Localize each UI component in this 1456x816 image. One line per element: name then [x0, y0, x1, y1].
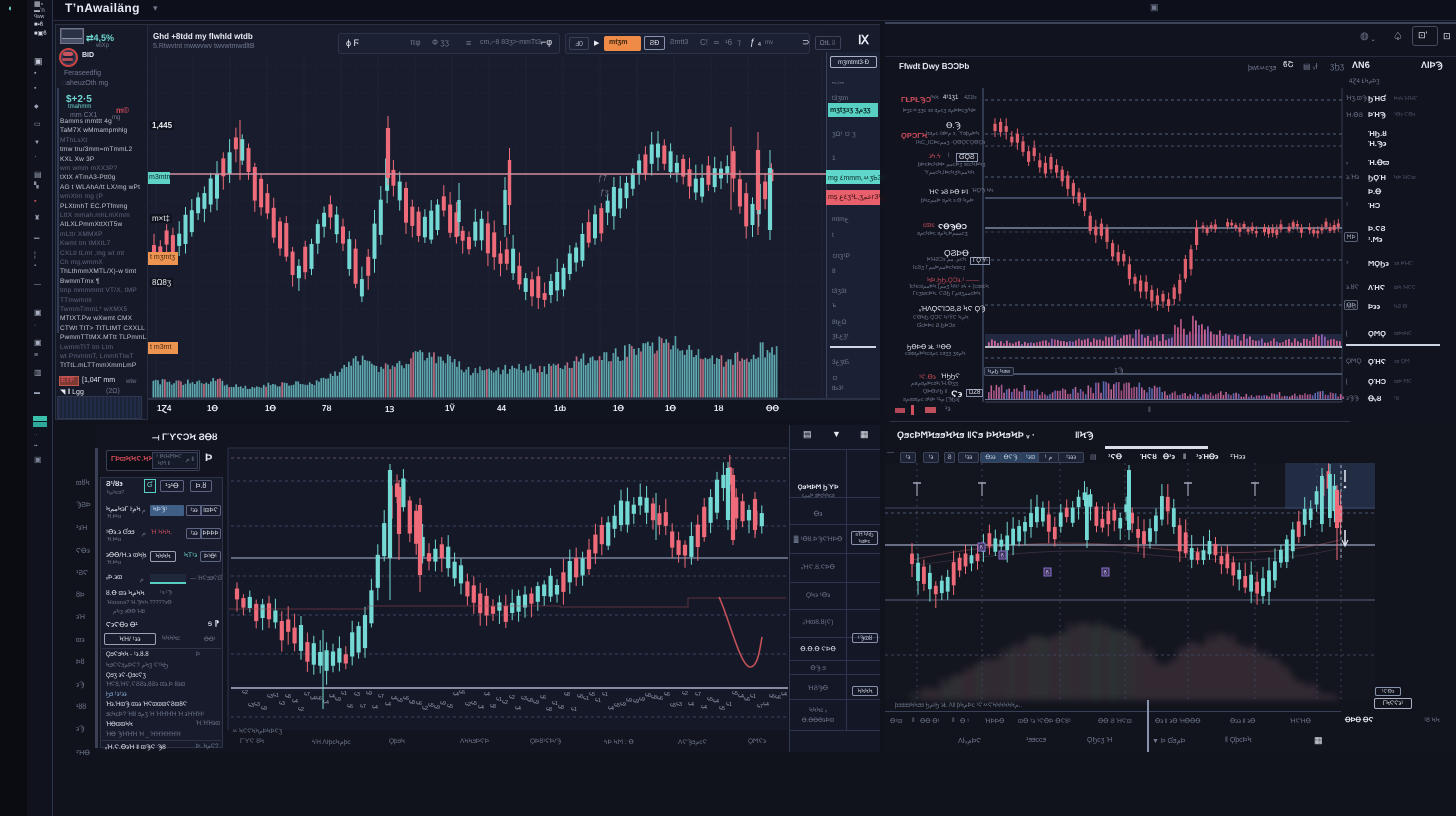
- svg-text:ϟ4: ϟ4: [323, 700, 329, 706]
- svg-text:ϟ6: ϟ6: [664, 692, 670, 698]
- svg-text:ϟ8: ϟ8: [645, 693, 651, 699]
- svg-text:ϟ1: ϟ1: [726, 702, 732, 708]
- svg-text:ϟ6: ϟ6: [540, 695, 546, 701]
- svg-text:ϟ9: ϟ9: [633, 699, 639, 705]
- svg-text:ϟ9: ϟ9: [440, 701, 446, 707]
- svg-text:ϐ: ϐ: [1001, 554, 1005, 560]
- svg-text:ϟ2: ϟ2: [242, 690, 248, 696]
- svg-text:ϟ3: ϟ3: [254, 702, 260, 708]
- svg-text:ϟ8: ϟ8: [409, 700, 415, 706]
- svg-text:ϟ7: ϟ7: [378, 694, 384, 700]
- svg-text:ϟ4: ϟ4: [372, 705, 378, 711]
- svg-text:ϟ4: ϟ4: [385, 702, 391, 708]
- svg-text:ϟ1: ϟ1: [273, 693, 279, 699]
- svg-text:ϟ8: ϟ8: [490, 704, 496, 710]
- svg-text:ϟ5: ϟ5: [719, 706, 725, 712]
- svg-text:ϟ3: ϟ3: [279, 701, 285, 707]
- svg-text:ϟ7: ϟ7: [757, 704, 763, 710]
- svg-text:ϟ8: ϟ8: [564, 692, 570, 698]
- svg-text:ϟ1: ϟ1: [583, 696, 589, 702]
- svg-text:ϟ8: ϟ8: [577, 694, 583, 700]
- svg-text:ϟ4: ϟ4: [310, 696, 316, 702]
- svg-text:ϟ4: ϟ4: [608, 706, 614, 712]
- svg-text:ϟ5: ϟ5: [670, 703, 676, 709]
- svg-text:ϟ1: ϟ1: [602, 692, 608, 698]
- svg-text:ϟ1: ϟ1: [552, 701, 558, 707]
- svg-text:ϟ5: ϟ5: [397, 698, 403, 704]
- svg-text:ϟ4: ϟ4: [763, 702, 769, 708]
- svg-text:ϟ6: ϟ6: [744, 697, 750, 703]
- svg-text:ϟ2: ϟ2: [509, 695, 515, 701]
- svg-text:ϟ4: ϟ4: [391, 696, 397, 702]
- svg-text:ϟ6: ϟ6: [403, 696, 409, 702]
- svg-text:ϟ3: ϟ3: [354, 692, 360, 698]
- svg-text:ϐ: ϐ: [1046, 571, 1050, 577]
- svg-text:ϟ9: ϟ9: [620, 702, 626, 708]
- svg-text:ϟ7: ϟ7: [304, 692, 310, 698]
- svg-text:ϟ5: ϟ5: [614, 703, 620, 709]
- svg-text:ϟ4: ϟ4: [515, 706, 521, 712]
- svg-text:ϟ4: ϟ4: [688, 702, 694, 708]
- svg-text:ϟ8: ϟ8: [285, 694, 291, 700]
- svg-text:ϟ9: ϟ9: [261, 706, 267, 712]
- svg-text:ϐ: ϐ: [980, 546, 984, 552]
- svg-text:ϟ1: ϟ1: [341, 691, 347, 697]
- svg-text:ϟ4: ϟ4: [713, 699, 719, 705]
- svg-text:ϟ3: ϟ3: [267, 694, 273, 700]
- svg-text:ϟ8: ϟ8: [558, 705, 564, 711]
- svg-text:ϟ5: ϟ5: [428, 703, 434, 709]
- svg-text:ϟ1: ϟ1: [496, 697, 502, 703]
- svg-text:ϟ2: ϟ2: [422, 706, 428, 712]
- svg-text:ϟ4: ϟ4: [701, 705, 707, 711]
- svg-text:ϟ8: ϟ8: [651, 695, 657, 701]
- svg-text:ϟ9: ϟ9: [626, 698, 632, 704]
- svg-text:ϟ1: ϟ1: [571, 707, 577, 713]
- svg-text:ϟ3: ϟ3: [676, 702, 682, 708]
- svg-text:ϟ6: ϟ6: [657, 696, 663, 702]
- svg-text:ϟ2: ϟ2: [682, 691, 688, 697]
- svg-text:ϟ5: ϟ5: [471, 701, 477, 707]
- svg-text:ϟ6: ϟ6: [769, 694, 775, 700]
- svg-text:ϟ6: ϟ6: [347, 704, 353, 710]
- svg-text:ϟ5: ϟ5: [589, 692, 595, 698]
- svg-text:ϟ6: ϟ6: [316, 696, 322, 702]
- svg-text:ϟ7: ϟ7: [360, 704, 366, 710]
- svg-text:ϟ8: ϟ8: [527, 698, 533, 704]
- svg-text:ϟ9: ϟ9: [533, 700, 539, 706]
- svg-text:ϟ4: ϟ4: [453, 692, 459, 698]
- svg-text:ϟ5: ϟ5: [732, 691, 738, 697]
- svg-text:ϟ5: ϟ5: [707, 697, 713, 703]
- svg-text:ϟ2: ϟ2: [502, 700, 508, 706]
- svg-text:ϟ3: ϟ3: [248, 703, 254, 709]
- svg-text:ϟ8: ϟ8: [546, 707, 552, 713]
- svg-text:ϟ9: ϟ9: [639, 697, 645, 703]
- svg-text:ϟ6: ϟ6: [416, 701, 422, 707]
- svg-text:ϟ7: ϟ7: [695, 692, 701, 698]
- svg-text:ϟ6: ϟ6: [459, 690, 465, 696]
- svg-text:ϟ4: ϟ4: [738, 694, 744, 700]
- svg-text:ϟ1: ϟ1: [750, 694, 756, 700]
- svg-text:ϟ5: ϟ5: [447, 704, 453, 710]
- svg-text:ϟ3: ϟ3: [521, 696, 527, 702]
- svg-text:ϟ4: ϟ4: [484, 692, 490, 698]
- svg-text:ϟ9: ϟ9: [434, 705, 440, 711]
- svg-text:ϟ9: ϟ9: [366, 691, 372, 697]
- svg-text:ϟ4: ϟ4: [329, 694, 335, 700]
- svg-text:ϟ1: ϟ1: [595, 698, 601, 704]
- svg-text:ϟ2: ϟ2: [465, 702, 471, 708]
- svg-text:ϟ6: ϟ6: [775, 695, 781, 701]
- svg-text:ϟ4: ϟ4: [292, 699, 298, 705]
- svg-text:ϟ2: ϟ2: [298, 707, 304, 713]
- svg-text:ϐ: ϐ: [1104, 571, 1108, 577]
- svg-text:ϟ9: ϟ9: [335, 697, 341, 703]
- svg-text:ϟ4: ϟ4: [781, 692, 787, 698]
- svg-text:ϟ4: ϟ4: [478, 705, 484, 711]
